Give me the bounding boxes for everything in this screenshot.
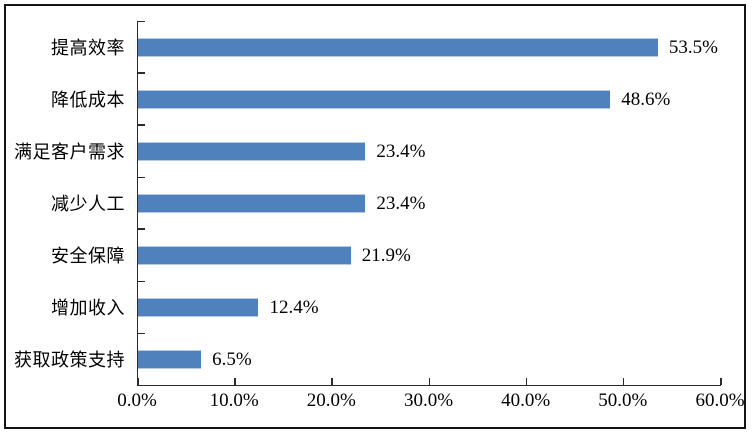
bar-value-label: 53.5% — [668, 36, 718, 58]
bar-row: 48.6% — [138, 73, 721, 125]
bar — [138, 349, 202, 369]
bar-value-label: 23.4% — [376, 192, 426, 214]
y-axis-tick — [138, 332, 145, 334]
y-axis-tick — [138, 228, 145, 230]
x-axis-tick — [720, 378, 722, 385]
x-axis-tick-label: 10.0% — [209, 390, 259, 411]
bar-row: 21.9% — [138, 229, 721, 281]
category-label: 获取政策支持 — [14, 350, 125, 370]
bar-row: 12.4% — [138, 281, 721, 333]
x-axis-tick — [622, 378, 625, 385]
y-axis-tick — [138, 280, 145, 282]
x-axis-tick — [428, 378, 430, 385]
bar-value-label: 21.9% — [361, 244, 411, 266]
bar-value-label: 6.5% — [212, 348, 252, 370]
y-axis-tick — [138, 176, 145, 178]
bars-container: 53.5% 48.6% 23.4% 23.4% 21.9% 12.4% 6.5% — [138, 21, 721, 385]
x-axis-tick — [331, 378, 333, 385]
category-label: 减少人工 — [51, 194, 125, 214]
bar — [138, 89, 611, 109]
x-axis-tick-label: 60.0% — [695, 390, 745, 411]
bar-value-label: 48.6% — [621, 88, 671, 110]
bar-row: 6.5% — [138, 333, 721, 385]
x-axis-tick-label: 30.0% — [403, 390, 454, 411]
x-axis-tick — [525, 378, 528, 385]
category-label: 增加收入 — [51, 298, 125, 318]
bar-value-label: 23.4% — [376, 140, 426, 162]
category-label: 降低成本 — [51, 90, 125, 110]
x-axis-tick — [137, 378, 139, 385]
y-axis-tick — [138, 20, 145, 22]
bar-row: 23.4% — [138, 177, 721, 229]
bar — [138, 37, 658, 57]
y-axis-tick — [138, 72, 145, 74]
x-axis-tick-label: 40.0% — [501, 390, 551, 411]
bar-row: 23.4% — [138, 125, 721, 177]
category-label: 安全保障 — [51, 246, 125, 266]
category-label: 满足客户需求 — [14, 142, 125, 162]
bar-value-label: 12.4% — [269, 296, 319, 318]
plot-area: 53.5% 48.6% 23.4% 23.4% 21.9% 12.4% 6.5% — [137, 20, 722, 386]
bar — [138, 141, 366, 161]
chart-frame — [4, 4, 746, 429]
y-axis-tick — [138, 124, 145, 126]
bar — [138, 297, 259, 317]
y-axis-labels: 提高效率降低成本满足客户需求减少人工安全保障增加收入获取政策支持 — [6, 21, 125, 385]
x-axis-tick-label: 50.0% — [598, 390, 648, 411]
x-axis-tick — [234, 378, 236, 385]
bar — [138, 245, 351, 265]
bar-row: 53.5% — [138, 21, 721, 73]
x-axis-tick-label: 20.0% — [306, 390, 356, 411]
x-axis-labels: 0.0% 10.0% 20.0% 30.0% 40.0% 50.0% 60.0% — [117, 390, 744, 415]
category-label: 提高效率 — [51, 38, 125, 58]
bar — [138, 193, 366, 213]
x-axis-tick-label: 0.0% — [117, 390, 157, 411]
